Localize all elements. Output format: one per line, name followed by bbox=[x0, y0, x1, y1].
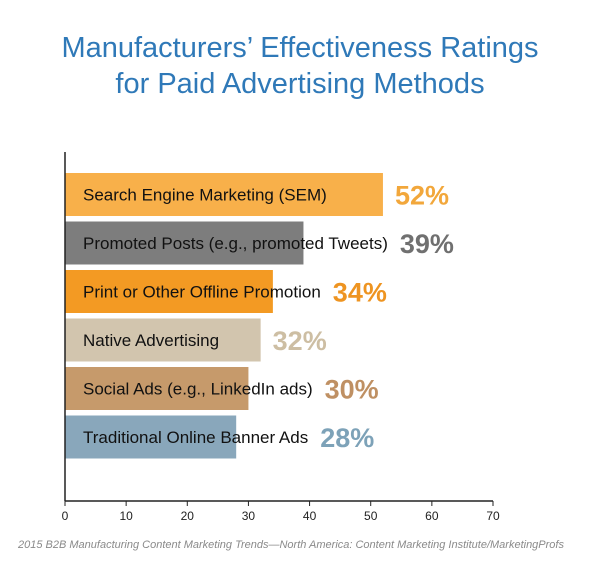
chart-title-line-1: Manufacturers’ Effectiveness Ratings bbox=[61, 32, 539, 64]
x-tick-label: 0 bbox=[62, 509, 69, 523]
source-note: 2015 B2B Manufacturing Content Marketing… bbox=[18, 539, 564, 551]
x-tick-label: 10 bbox=[119, 509, 133, 523]
x-tick-label: 60 bbox=[425, 509, 439, 523]
bar-6 bbox=[65, 415, 237, 459]
bar-3 bbox=[65, 270, 273, 313]
x-tick-label: 30 bbox=[242, 509, 256, 523]
bar-category-label: Print or Other Offline Promotion bbox=[83, 283, 321, 302]
x-tick-label: 50 bbox=[364, 509, 378, 523]
bar-1 bbox=[65, 173, 383, 216]
chart-title-line-2: for Paid Advertising Methods bbox=[115, 68, 485, 100]
bar-category-label: Traditional Online Banner Ads bbox=[83, 428, 308, 447]
bar-value-label: 32% bbox=[273, 326, 327, 356]
bar-value-label: 52% bbox=[395, 181, 449, 211]
bar-2 bbox=[65, 221, 304, 265]
bar-value-label: 39% bbox=[400, 229, 454, 259]
x-tick-label: 20 bbox=[181, 509, 195, 523]
bar-category-label: Social Ads (e.g., LinkedIn ads) bbox=[83, 380, 313, 399]
bar-value-label: 30% bbox=[325, 375, 379, 405]
bar-category-label: Promoted Posts (e.g., promoted Tweets) bbox=[83, 234, 388, 253]
x-tick-label: 40 bbox=[303, 509, 317, 523]
bar-value-label: 28% bbox=[320, 423, 374, 453]
bar-4 bbox=[65, 318, 261, 362]
x-tick-label: 70 bbox=[486, 509, 500, 523]
bar-5 bbox=[65, 367, 249, 410]
bar-category-label: Search Engine Marketing (SEM) bbox=[83, 186, 327, 205]
bar-category-label: Native Advertising bbox=[83, 331, 219, 350]
bar-value-label: 34% bbox=[333, 278, 387, 308]
